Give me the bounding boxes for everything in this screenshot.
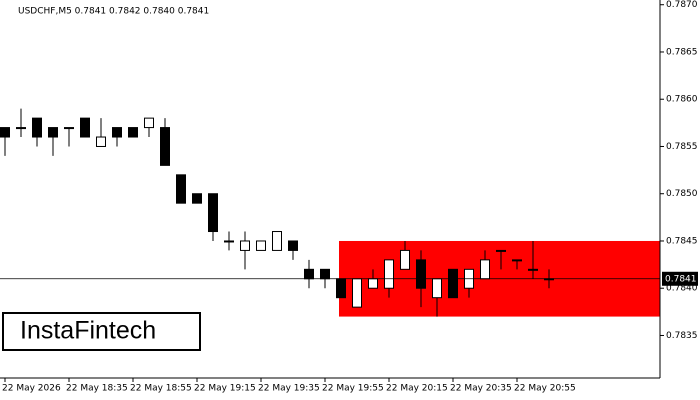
candle-body — [448, 268, 458, 299]
x-tick-label: 22 May 2026 — [2, 384, 61, 394]
candle-body — [336, 278, 346, 299]
candle-body — [96, 136, 106, 147]
y-tick-label: 0.7840 — [666, 284, 698, 294]
candle-body — [32, 117, 42, 138]
x-tick-label: 22 May 19:55 — [322, 384, 384, 394]
last-price-box — [662, 271, 698, 286]
candle-body — [416, 259, 426, 289]
chart-title: USDCHF,M5 0.7841 0.7842 0.7840 0.7841 — [18, 7, 209, 17]
y-tick-label: 0.7855 — [666, 142, 698, 152]
candle-body — [240, 240, 250, 251]
x-tick-label: 22 May 18:55 — [130, 384, 192, 394]
candle-body — [512, 259, 522, 262]
candle-body — [288, 240, 298, 251]
candle-body — [528, 268, 538, 271]
candle-body — [208, 193, 218, 233]
logo: InstaFintech — [20, 317, 156, 345]
y-tick-label: 0.7870 — [666, 0, 698, 10]
candle-body — [432, 278, 442, 299]
y-tick-label: 0.7865 — [666, 47, 698, 57]
candle-body — [128, 127, 138, 138]
y-tick-label: 0.7850 — [666, 189, 698, 199]
candle-body — [320, 268, 330, 280]
candle-body — [384, 259, 394, 289]
candle-body — [192, 193, 202, 204]
y-tick-label: 0.7845 — [666, 236, 698, 246]
candle-body — [352, 278, 362, 308]
candle-body — [304, 268, 314, 280]
x-tick-label: 22 May 20:55 — [514, 384, 576, 394]
candle-body — [160, 127, 170, 166]
candle-body — [64, 127, 74, 130]
candle-body — [176, 174, 186, 204]
x-tick-label: 22 May 19:35 — [258, 384, 320, 394]
candle-body — [80, 117, 90, 138]
y-tick-label: 0.7835 — [666, 331, 698, 341]
candle-body — [48, 127, 58, 138]
candle-body — [400, 249, 410, 270]
candle-body — [16, 127, 26, 130]
y-tick-label: 0.7860 — [666, 95, 698, 105]
candle-body — [144, 117, 154, 129]
candle-body — [368, 278, 378, 289]
last-price-label: 0.7841 — [665, 274, 697, 284]
x-tick-label: 22 May 19:15 — [194, 384, 256, 394]
candle-body — [112, 127, 122, 138]
x-tick-label: 22 May 18:35 — [66, 384, 128, 394]
candle-body — [480, 259, 490, 280]
candle-body — [272, 231, 282, 251]
logo-frame — [2, 312, 201, 351]
x-tick-label: 22 May 20:35 — [450, 384, 512, 394]
candle-body — [496, 249, 506, 252]
candle-body — [256, 240, 266, 251]
candle-body — [0, 127, 10, 138]
x-tick-label: 22 May 20:15 — [386, 384, 448, 394]
candle-body — [224, 240, 234, 243]
